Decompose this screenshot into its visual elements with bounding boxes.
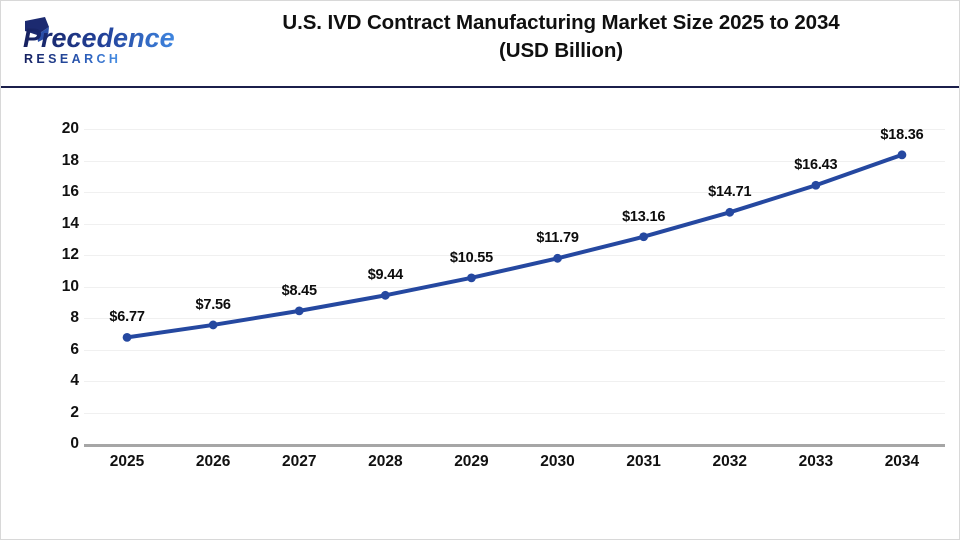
data-point-marker[interactable]	[122, 332, 132, 342]
x-axis-tick-label: 2026	[195, 453, 231, 470]
x-axis-tick-label: 2025	[109, 453, 145, 470]
gridline	[84, 381, 945, 382]
title-line-2: (USD Billion)	[499, 39, 623, 63]
x-axis-tick-label: 2033	[798, 453, 834, 470]
data-point-marker[interactable]	[380, 290, 390, 300]
data-point-label: $6.77	[109, 309, 145, 326]
gridline	[84, 192, 945, 193]
x-axis-tick-label: 2034	[884, 453, 920, 470]
data-point-label: $14.71	[708, 184, 752, 201]
y-axis-labels: 20 18 16 14 12 10 8 6 4 2 0	[29, 120, 79, 452]
gridline	[84, 318, 945, 319]
x-axis-tick-label: 2028	[368, 453, 403, 470]
y-axis-tick-label: 8	[70, 309, 79, 326]
y-axis-tick-label: 18	[61, 151, 79, 169]
y-axis-tick-label: 20	[61, 120, 79, 137]
y-axis-tick-label: 6	[70, 340, 79, 358]
plot-area: $6.77 $7.56 $8.45 $9.44 $10.55 $11.79 $13.16 $1…	[84, 126, 945, 444]
data-point-label: $9.44	[367, 267, 403, 284]
y-axis-tick-label: 12	[61, 246, 79, 263]
chart-body: 20 18 16 14 12 10 8 6 4 2 0 $6.77 $7.56 $8.45 $9.44 $1…	[1, 87, 959, 539]
x-axis-labels: 2025 2026 2027 2028 2029 2030 2031 2032 2033 2034	[84, 453, 945, 481]
series-markers	[122, 150, 907, 342]
y-axis-tick-label: 10	[61, 277, 79, 295]
gridline	[84, 286, 945, 288]
svg-text:Precedence: Precedence	[23, 23, 175, 53]
y-axis-tick-label: 14	[61, 214, 79, 232]
x-axis-tick-label: 2029	[454, 453, 489, 470]
title-line-1: U.S. IVD Contract Manufacturing Market S…	[282, 11, 840, 34]
header-divider	[1, 86, 959, 88]
data-point-label: $16.43	[794, 157, 838, 174]
data-point-label: $7.56	[195, 296, 231, 313]
page-title: U.S. IVD Contract Manufacturing Market S…	[181, 9, 941, 66]
data-point-label: $11.79	[536, 230, 579, 247]
data-point-label: $10.55	[449, 249, 494, 266]
data-point-label: $13.16	[622, 208, 666, 225]
x-axis-tick-label: 2030	[540, 453, 575, 470]
data-point-marker[interactable]	[897, 150, 907, 160]
gridline	[84, 412, 945, 414]
data-point-marker[interactable]	[811, 180, 821, 190]
gridline	[84, 223, 945, 225]
chart-header: Precedence RESEARCH U.S. IVD Contract Ma…	[1, 1, 959, 87]
gridline	[84, 160, 945, 162]
x-axis-tick-label: 2031	[626, 453, 661, 470]
data-point-label: $8.45	[281, 282, 317, 299]
series-polyline	[125, 152, 904, 340]
gridline	[84, 255, 945, 256]
svg-text:RESEARCH: RESEARCH	[24, 52, 121, 66]
gridline	[84, 349, 945, 351]
x-axis-tick-label: 2032	[712, 453, 747, 470]
data-point-marker[interactable]	[294, 306, 304, 316]
precedence-research-logo: Precedence RESEARCH	[15, 15, 175, 73]
x-axis-tick-label: 2027	[282, 453, 317, 470]
data-point-marker[interactable]	[208, 320, 218, 330]
line-series	[122, 150, 907, 342]
data-point-marker[interactable]	[725, 207, 735, 217]
y-axis-tick-label: 2	[70, 403, 79, 421]
data-point-marker[interactable]	[639, 232, 649, 242]
x-axis-line	[84, 444, 945, 447]
data-point-marker[interactable]	[553, 253, 562, 263]
gridline	[84, 129, 945, 130]
y-axis-tick-label: 4	[70, 372, 79, 389]
data-point-marker[interactable]	[467, 273, 476, 283]
y-axis-tick-label: 16	[61, 183, 79, 200]
y-axis-tick-label: 0	[70, 435, 79, 452]
data-point-label: $18.36	[880, 126, 924, 143]
